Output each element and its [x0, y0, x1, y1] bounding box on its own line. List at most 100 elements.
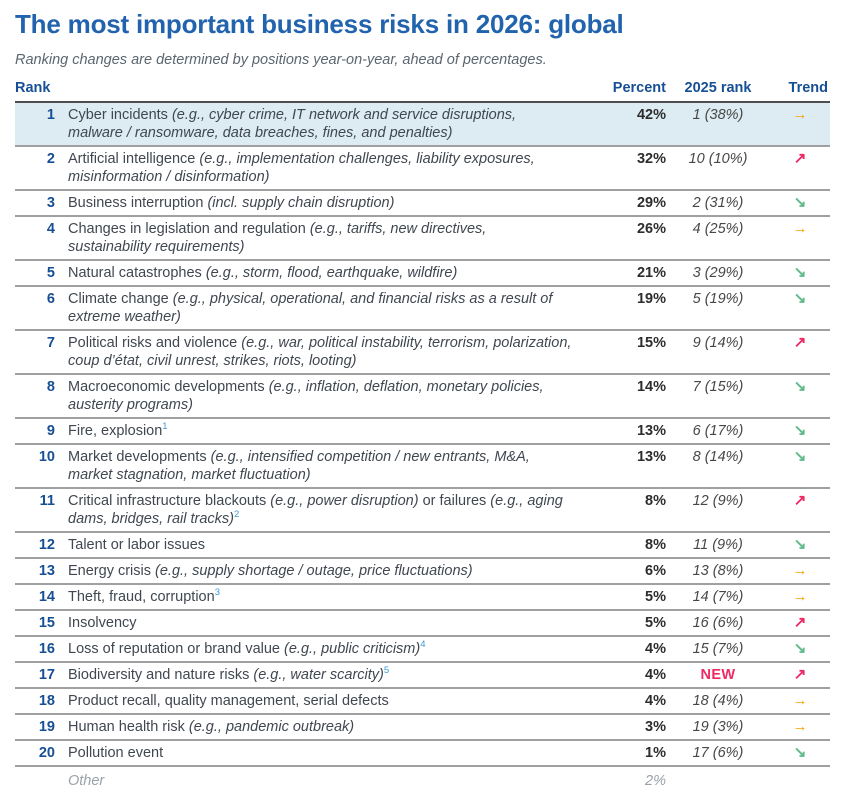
prev-rank-value: 15 (7%): [666, 636, 770, 663]
table-row: 2 Artificial intelligence (e.g., impleme…: [15, 146, 830, 191]
prev-rank-value: 10 (10%): [666, 146, 770, 191]
footnote-marker: 3: [214, 587, 220, 599]
other-rank-cell: [15, 766, 55, 793]
other-label: Other: [68, 773, 105, 789]
rank-cell: 2: [15, 146, 55, 191]
prev-rank-value: 9 (14%): [666, 330, 770, 375]
prev-rank-value: 12 (9%): [666, 488, 770, 533]
trend-arrow-icon: ↘: [793, 264, 807, 281]
trend-arrow-icon: ↘: [793, 744, 807, 761]
prev-rank-value: 1 (38%): [666, 102, 770, 147]
table-row: 16 Loss of reputation or brand value (e.…: [15, 636, 830, 663]
risk-description: Biodiversity and nature risks (e.g., wat…: [55, 662, 602, 689]
trend-arrow-icon: ↘: [793, 640, 807, 657]
risk-description: Changes in legislation and regulation (e…: [55, 216, 602, 261]
trend-cell: ↘: [770, 444, 830, 489]
prev-rank-value: 16 (6%): [666, 610, 770, 637]
trend-cell: ↘: [770, 190, 830, 217]
trend-arrow-icon: →: [792, 106, 808, 123]
page-title: The most important business risks in 202…: [15, 9, 624, 39]
trend-cell: →: [770, 102, 830, 147]
table-row: 20 Pollution event 1% 17 (6%) ↘: [15, 740, 830, 767]
prev-rank-value: 11 (9%): [666, 532, 770, 559]
trend-cell: →: [770, 584, 830, 611]
risk-description: Product recall, quality management, seri…: [55, 688, 602, 715]
trend-cell: ↘: [770, 286, 830, 331]
table-row: 17 Biodiversity and nature risks (e.g., …: [15, 662, 830, 689]
prev-rank-value: 18 (4%): [666, 688, 770, 715]
risk-description: Pollution event: [55, 740, 602, 767]
trend-arrow-icon: ↘: [793, 422, 807, 439]
table-footer: Other 2%: [15, 766, 830, 793]
prev-rank-value: 5 (19%): [666, 286, 770, 331]
trend-arrow-icon: →: [792, 562, 808, 579]
prev-rank-value: 4 (25%): [666, 216, 770, 261]
trend-arrow-icon: →: [792, 718, 808, 735]
prev-rank-value: 8 (14%): [666, 444, 770, 489]
trend-arrow-icon: →: [792, 692, 808, 709]
other-row: Other 2%: [15, 766, 830, 793]
rank-cell: 13: [15, 558, 55, 585]
rank-cell: 15: [15, 610, 55, 637]
table-row: 12 Talent or labor issues 8% 11 (9%) ↘: [15, 532, 830, 559]
percent-value: 13%: [602, 444, 666, 489]
rank-cell: 5: [15, 260, 55, 287]
risk-description: Climate change (e.g., physical, operatio…: [55, 286, 602, 331]
percent-value: 13%: [602, 418, 666, 445]
trend-cell: →: [770, 714, 830, 741]
trend-cell: ↗: [770, 662, 830, 689]
rank-cell: 14: [15, 584, 55, 611]
trend-arrow-icon: ↘: [793, 536, 807, 553]
table-row: 3 Business interruption (incl. supply ch…: [15, 190, 830, 217]
table-row: 1 Cyber incidents (e.g., cyber crime, IT…: [15, 102, 830, 147]
percent-value: 4%: [602, 662, 666, 689]
column-header-percent: Percent: [602, 80, 666, 103]
trend-arrow-icon: ↗: [793, 666, 807, 683]
other-prev-cell: [666, 766, 770, 793]
percent-value: 19%: [602, 286, 666, 331]
rank-cell: 16: [15, 636, 55, 663]
percent-value: 3%: [602, 714, 666, 741]
prev-rank-value: 2 (31%): [666, 190, 770, 217]
trend-arrow-icon: ↗: [793, 334, 807, 351]
percent-value: 4%: [602, 636, 666, 663]
prev-rank-value: 7 (15%): [666, 374, 770, 419]
trend-arrow-icon: →: [792, 588, 808, 605]
rank-cell: 20: [15, 740, 55, 767]
table-row: 15 Insolvency 5% 16 (6%) ↗: [15, 610, 830, 637]
risk-description: Natural catastrophes (e.g., storm, flood…: [55, 260, 602, 287]
table-row: 6 Climate change (e.g., physical, operat…: [15, 286, 830, 331]
prev-rank-value: 3 (29%): [666, 260, 770, 287]
percent-value: 42%: [602, 102, 666, 147]
table-row: 13 Energy crisis (e.g., supply shortage …: [15, 558, 830, 585]
risk-description: Macroeconomic developments (e.g., inflat…: [55, 374, 602, 419]
rank-cell: 3: [15, 190, 55, 217]
trend-arrow-icon: ↗: [793, 150, 807, 167]
trend-cell: ↘: [770, 374, 830, 419]
percent-value: 1%: [602, 740, 666, 767]
trend-arrow-icon: ↘: [793, 378, 807, 395]
table-row: 5 Natural catastrophes (e.g., storm, flo…: [15, 260, 830, 287]
rank-cell: 12: [15, 532, 55, 559]
prev-rank-value: 14 (7%): [666, 584, 770, 611]
trend-cell: ↘: [770, 636, 830, 663]
trend-cell: ↗: [770, 488, 830, 533]
footnote-marker: 4: [420, 639, 426, 651]
risk-description: Theft, fraud, corruption3: [55, 584, 602, 611]
trend-arrow-icon: ↗: [793, 614, 807, 631]
table-row: 4 Changes in legislation and regulation …: [15, 216, 830, 261]
risk-ranking-table: Rank Percent 2025 rank Trend 1 Cyber inc…: [15, 80, 830, 793]
page-subtitle: Ranking changes are determined by positi…: [15, 52, 547, 68]
trend-cell: ↗: [770, 330, 830, 375]
column-header-2025-rank: 2025 rank: [666, 80, 770, 103]
other-trend-cell: [770, 766, 830, 793]
table-row: 18 Product recall, quality management, s…: [15, 688, 830, 715]
prev-rank-value: 17 (6%): [666, 740, 770, 767]
other-percent-value: 2%: [645, 773, 666, 789]
trend-cell: ↗: [770, 610, 830, 637]
percent-value: 15%: [602, 330, 666, 375]
prev-rank-value: 6 (17%): [666, 418, 770, 445]
percent-value: 21%: [602, 260, 666, 287]
table-row: 7 Political risks and violence (e.g., wa…: [15, 330, 830, 375]
table-row: 9 Fire, explosion1 13% 6 (17%) ↘: [15, 418, 830, 445]
